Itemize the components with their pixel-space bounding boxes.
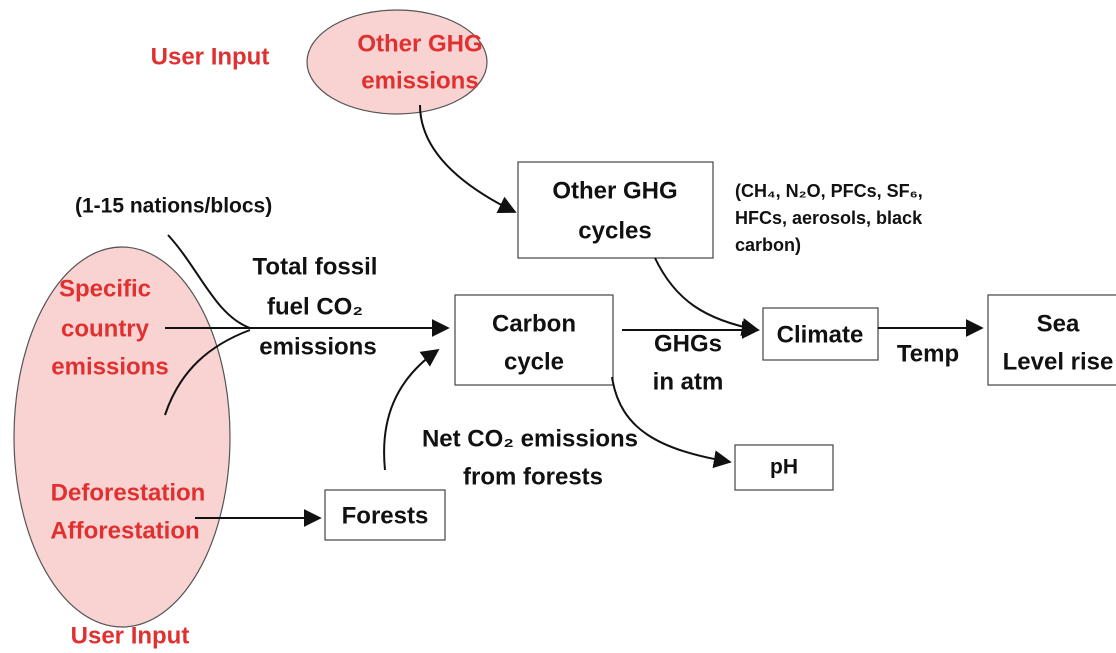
label: GHGs	[654, 330, 722, 357]
label: in atm	[653, 368, 724, 395]
label: Other GHG	[357, 30, 482, 57]
node-box	[454, 294, 614, 386]
label: Specific	[59, 275, 151, 302]
label: Forests	[342, 502, 429, 529]
label: country	[61, 315, 150, 342]
label: emissions	[361, 67, 478, 94]
label: Total fossil	[253, 253, 378, 280]
arrow	[419, 104, 517, 213]
node-box	[324, 489, 446, 541]
label: cycle	[504, 348, 564, 375]
label: fuel CO₂	[267, 293, 363, 320]
label: emissions	[51, 353, 168, 380]
input-ellipse	[306, 9, 488, 115]
arrow	[383, 348, 440, 471]
label: Net CO₂ emissions	[422, 425, 638, 452]
label: Other GHG	[552, 177, 677, 204]
label: Carbon	[492, 310, 576, 337]
label: Afforestation	[50, 517, 199, 544]
connector	[164, 329, 251, 416]
node-box	[987, 294, 1116, 386]
note: (CH₄, N₂O, PFCs, SF₆,	[735, 181, 923, 201]
connector	[167, 234, 251, 329]
note: (1-15 nations/blocs)	[75, 195, 272, 218]
label: User Input	[71, 622, 190, 649]
node-box	[734, 444, 834, 491]
label: Level rise	[1003, 348, 1114, 375]
arrow	[654, 257, 760, 336]
node-box	[517, 161, 714, 259]
label: cycles	[578, 217, 651, 244]
label: Temp	[897, 340, 959, 367]
label: Climate	[777, 321, 864, 348]
input-ellipse	[13, 246, 231, 628]
label: emissions	[259, 333, 376, 360]
label: Sea	[1037, 310, 1080, 337]
note: carbon)	[735, 235, 801, 255]
label: from forests	[463, 463, 603, 490]
note: HFCs, aerosols, black	[735, 208, 923, 228]
arrow	[611, 376, 732, 469]
label: Deforestation	[51, 479, 206, 506]
node-box	[762, 307, 879, 361]
label: pH	[770, 456, 798, 479]
label: User Input	[151, 43, 270, 70]
